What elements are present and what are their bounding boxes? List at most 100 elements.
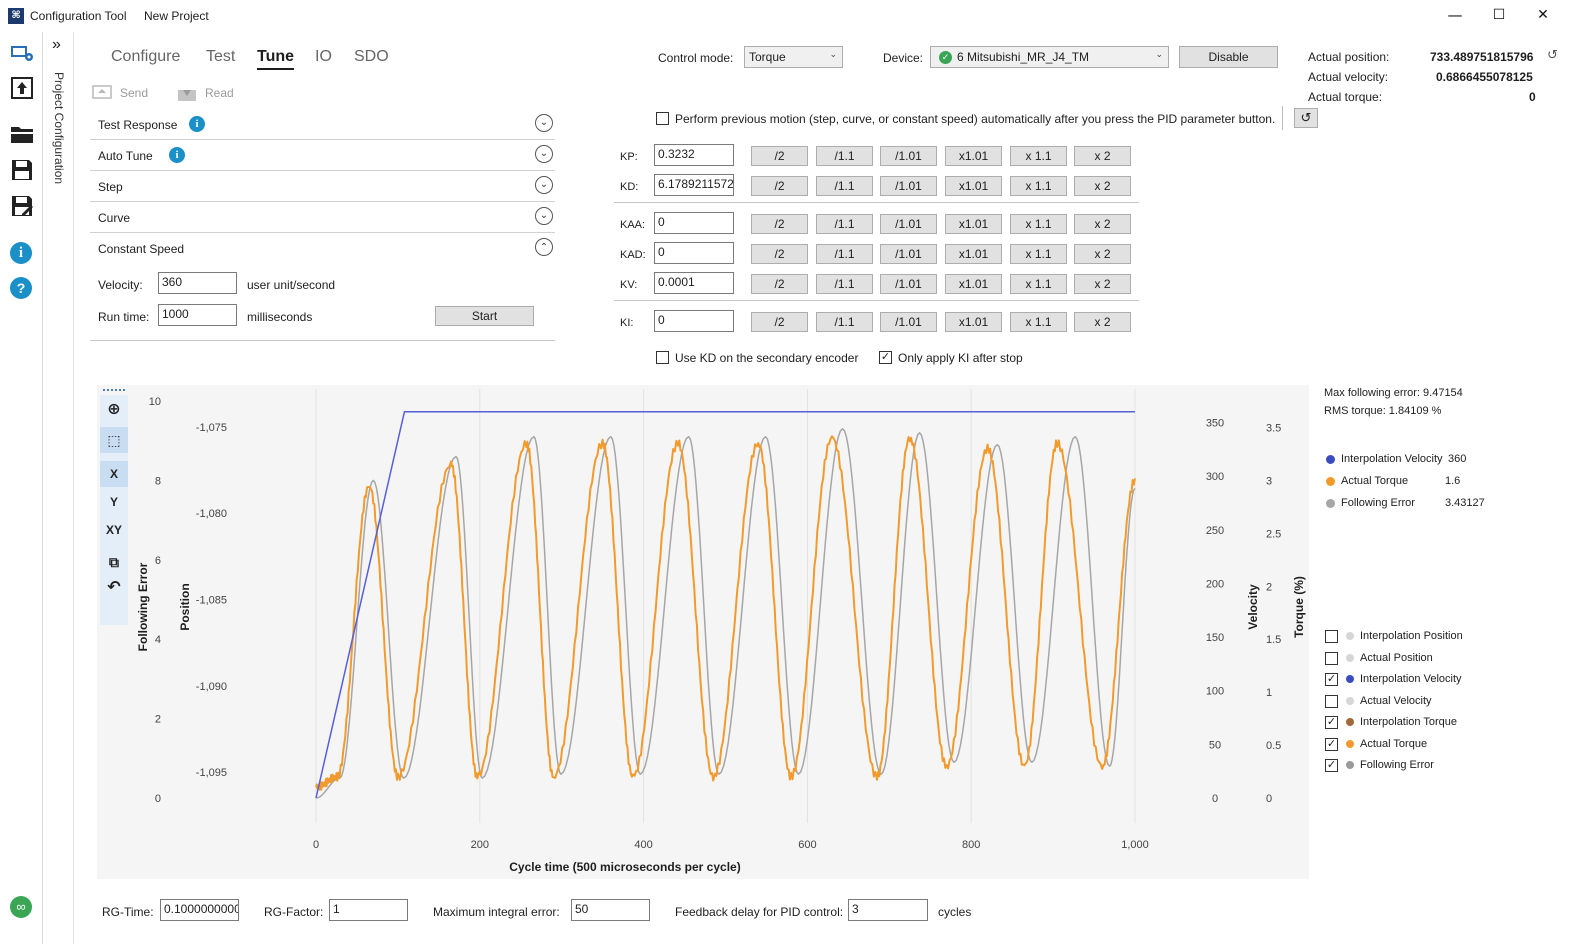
pid-adjust-button[interactable]: x1.01 bbox=[945, 312, 1002, 332]
pid-adjust-button[interactable]: /1.01 bbox=[880, 214, 937, 234]
pid-input-kaa[interactable]: 0 bbox=[654, 212, 734, 234]
pid-adjust-button[interactable]: /1.1 bbox=[816, 274, 873, 294]
minimize-button[interactable]: — bbox=[1447, 6, 1463, 24]
pid-adjust-button[interactable]: x 1.1 bbox=[1010, 244, 1067, 264]
tab-tune[interactable]: Tune bbox=[257, 48, 295, 70]
pid-input-kd[interactable]: 6.1789211572 bbox=[654, 174, 734, 196]
open-folder-icon[interactable] bbox=[10, 122, 34, 146]
send-icon[interactable] bbox=[92, 84, 112, 102]
pid-adjust-button[interactable]: x 2 bbox=[1074, 146, 1131, 166]
save-as-icon[interactable] bbox=[10, 194, 34, 218]
pid-adjust-button[interactable]: x1.01 bbox=[945, 274, 1002, 294]
tab-sdo[interactable]: SDO bbox=[354, 48, 389, 65]
connection-status-icon[interactable]: ∞ bbox=[10, 896, 32, 918]
help-icon[interactable]: ? bbox=[10, 277, 32, 299]
max-integral-error-input[interactable]: 50 bbox=[571, 899, 650, 921]
pid-adjust-button[interactable]: /1.01 bbox=[880, 244, 937, 264]
pid-input-ki[interactable]: 0 bbox=[654, 310, 734, 332]
auto-motion-checkbox[interactable] bbox=[656, 112, 669, 125]
pid-adjust-button[interactable]: x1.01 bbox=[945, 176, 1002, 196]
reset-pid-button[interactable]: ↺ bbox=[1294, 108, 1318, 128]
pid-input-kad[interactable]: 0 bbox=[654, 242, 734, 264]
pid-adjust-button[interactable]: /2 bbox=[751, 274, 808, 294]
chevron-down-icon[interactable]: ⌄ bbox=[535, 114, 553, 132]
zoom-fit-icon[interactable]: ⧉ bbox=[109, 554, 119, 570]
undo-zoom-icon[interactable]: ↶ bbox=[107, 579, 121, 596]
plot-area[interactable] bbox=[97, 385, 1309, 879]
accordion-step[interactable]: Step ⌄ bbox=[90, 171, 555, 202]
zoom-y-button[interactable]: Y bbox=[109, 495, 118, 509]
pid-adjust-button[interactable]: x 2 bbox=[1074, 214, 1131, 234]
series-toggle-checkbox[interactable]: ✓ bbox=[1325, 737, 1338, 751]
pid-adjust-button[interactable]: /1.01 bbox=[880, 146, 937, 166]
pid-adjust-button[interactable]: /2 bbox=[751, 244, 808, 264]
tab-configure[interactable]: Configure bbox=[111, 48, 181, 65]
reset-position-icon[interactable]: ↺ bbox=[1547, 47, 1558, 62]
chevron-down-icon[interactable]: ⌄ bbox=[535, 145, 553, 163]
series-toggle-checkbox[interactable] bbox=[1325, 651, 1338, 665]
series-toggle-checkbox[interactable]: ✓ bbox=[1325, 759, 1338, 772]
accordion-auto-tune[interactable]: Auto Tune i ⌄ bbox=[90, 140, 555, 171]
pid-adjust-button[interactable]: /1.1 bbox=[816, 214, 873, 234]
pid-adjust-button[interactable]: /2 bbox=[751, 312, 808, 332]
series-toggle-checkbox[interactable] bbox=[1325, 630, 1338, 643]
accordion-constant-speed[interactable]: Constant Speed ⌃ bbox=[90, 233, 555, 264]
project-config-panel-collapsed[interactable]: » bbox=[44, 32, 74, 944]
rg-time-input[interactable]: 0.1000000000 bbox=[160, 899, 239, 921]
info-icon[interactable]: i bbox=[189, 116, 205, 132]
control-mode-select[interactable]: Torque ⌄ bbox=[744, 46, 843, 68]
maximize-button[interactable]: ☐ bbox=[1492, 7, 1506, 23]
pid-adjust-button[interactable]: /1.1 bbox=[816, 146, 873, 166]
chevron-down-icon[interactable]: ⌄ bbox=[535, 176, 553, 194]
pid-adjust-button[interactable]: /1.1 bbox=[816, 176, 873, 196]
pid-adjust-button[interactable]: x 1.1 bbox=[1010, 274, 1067, 294]
pid-adjust-button[interactable]: /1.1 bbox=[816, 312, 873, 332]
info-icon[interactable]: i bbox=[10, 242, 32, 264]
pid-adjust-button[interactable]: x1.01 bbox=[945, 146, 1002, 166]
disable-button[interactable]: Disable bbox=[1179, 46, 1278, 68]
pid-input-kv[interactable]: 0.0001 bbox=[654, 272, 734, 294]
zoom-xy-button[interactable]: XY bbox=[105, 523, 122, 537]
pid-adjust-button[interactable]: x 1.1 bbox=[1010, 146, 1067, 166]
device-select[interactable]: ✓ 6 Mitsubishi_MR_J4_TM ⌄ bbox=[930, 46, 1169, 68]
pid-adjust-button[interactable]: /1.1 bbox=[816, 244, 873, 264]
box-zoom-icon[interactable]: ⬚ bbox=[100, 427, 128, 453]
pid-adjust-button[interactable]: x1.01 bbox=[945, 214, 1002, 234]
pid-adjust-button[interactable]: /1.01 bbox=[880, 312, 937, 332]
pid-adjust-button[interactable]: x 2 bbox=[1074, 244, 1131, 264]
pid-input-kp[interactable]: 0.3232 bbox=[654, 144, 734, 166]
feedback-delay-input[interactable]: 3 bbox=[848, 899, 928, 921]
only-ki-checkbox[interactable]: ✓ bbox=[879, 351, 892, 364]
zoom-in-icon[interactable]: ⊕ bbox=[107, 401, 121, 418]
use-kd-checkbox[interactable] bbox=[656, 351, 669, 364]
runtime-input[interactable]: 1000 bbox=[158, 304, 237, 326]
accordion-test-response[interactable]: Test Response i ⌄ bbox=[90, 109, 555, 140]
tab-test[interactable]: Test bbox=[206, 48, 236, 65]
pid-adjust-button[interactable]: x 1.1 bbox=[1010, 176, 1067, 196]
send-button[interactable]: Send bbox=[120, 86, 149, 100]
pid-adjust-button[interactable]: x 1.1 bbox=[1010, 312, 1067, 332]
zoom-x-button[interactable]: X bbox=[100, 461, 128, 487]
read-button[interactable]: Read bbox=[205, 86, 234, 100]
pid-adjust-button[interactable]: /1.01 bbox=[880, 176, 937, 196]
device-config-icon[interactable] bbox=[10, 40, 34, 64]
pid-adjust-button[interactable]: /2 bbox=[751, 176, 808, 196]
pid-adjust-button[interactable]: x 2 bbox=[1074, 312, 1131, 332]
expand-panel-icon[interactable]: » bbox=[52, 36, 61, 53]
read-icon[interactable] bbox=[177, 84, 197, 102]
velocity-input[interactable]: 360 bbox=[158, 272, 237, 294]
pid-adjust-button[interactable]: /1.01 bbox=[880, 274, 937, 294]
chevron-up-icon[interactable]: ⌃ bbox=[535, 238, 553, 256]
accordion-curve[interactable]: Curve ⌄ bbox=[90, 202, 555, 233]
start-button[interactable]: Start bbox=[435, 306, 534, 326]
upload-icon[interactable] bbox=[10, 76, 34, 100]
chevron-down-icon[interactable]: ⌄ bbox=[535, 207, 553, 225]
tab-io[interactable]: IO bbox=[315, 48, 332, 65]
pid-adjust-button[interactable]: x1.01 bbox=[945, 244, 1002, 264]
pid-adjust-button[interactable]: x 2 bbox=[1074, 274, 1131, 294]
info-icon[interactable]: i bbox=[169, 147, 185, 163]
series-toggle-checkbox[interactable] bbox=[1325, 694, 1338, 708]
series-toggle-checkbox[interactable]: ✓ bbox=[1325, 716, 1338, 729]
series-toggle-checkbox[interactable]: ✓ bbox=[1325, 673, 1338, 686]
